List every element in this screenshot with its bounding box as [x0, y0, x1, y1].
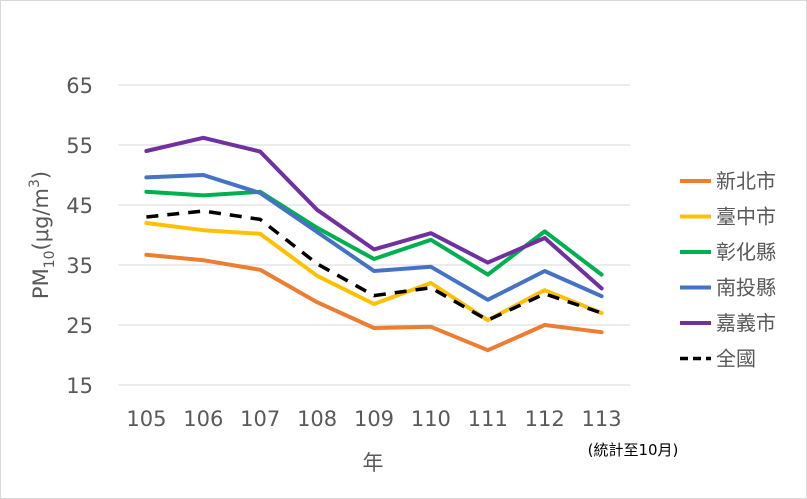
- y-tick-65: 65: [66, 74, 93, 98]
- y-axis-title: PM10(μg/m3): [27, 171, 58, 299]
- legend-label-1: 臺中市: [716, 205, 776, 229]
- legend-label-4: 嘉義市: [716, 311, 776, 335]
- x-tick-109: 109: [354, 407, 394, 431]
- series-line-3: [144, 173, 604, 302]
- series-lines: [144, 135, 604, 353]
- x-tick-108: 108: [297, 407, 337, 431]
- legend-label-2: 彰化縣: [716, 240, 776, 264]
- y-tick-35: 35: [66, 254, 93, 278]
- x-tick-labels: 105 106 107 108 109 110 111 112 113: [126, 407, 621, 431]
- y-tick-25: 25: [66, 314, 93, 338]
- y-axis-title-sup: 3: [27, 179, 43, 188]
- y-axis-title-sub: 10: [42, 250, 58, 268]
- y-axis-title-unit: (μg/m: [29, 188, 53, 250]
- legend-label-5: 全國: [716, 347, 756, 371]
- x-tick-110: 110: [411, 407, 451, 431]
- x-tick-106: 106: [183, 407, 223, 431]
- x-axis-note: (統計至10月): [588, 441, 679, 459]
- series-line-1: [144, 221, 604, 323]
- x-axis-title: 年: [363, 451, 384, 475]
- x-tick-105: 105: [126, 407, 166, 431]
- y-tick-labels: 15 25 35 45 55 65: [66, 74, 93, 398]
- y-tick-55: 55: [66, 134, 93, 158]
- x-tick-113: 113: [582, 407, 622, 431]
- series-line-5: [146, 209, 603, 322]
- y-tick-15: 15: [66, 374, 93, 398]
- legend-label-3: 南投縣: [716, 276, 776, 300]
- y-tick-45: 45: [66, 194, 93, 218]
- y-axis-title-main: PM: [29, 268, 53, 299]
- legend-label-0: 新北市: [716, 169, 776, 193]
- x-tick-111: 111: [468, 407, 508, 431]
- x-tick-107: 107: [240, 407, 280, 431]
- series-line-4: [144, 135, 604, 291]
- series-line-0: [144, 252, 604, 353]
- gridlines: [118, 84, 630, 386]
- y-axis-title-close: ): [29, 171, 53, 179]
- x-tick-112: 112: [525, 407, 565, 431]
